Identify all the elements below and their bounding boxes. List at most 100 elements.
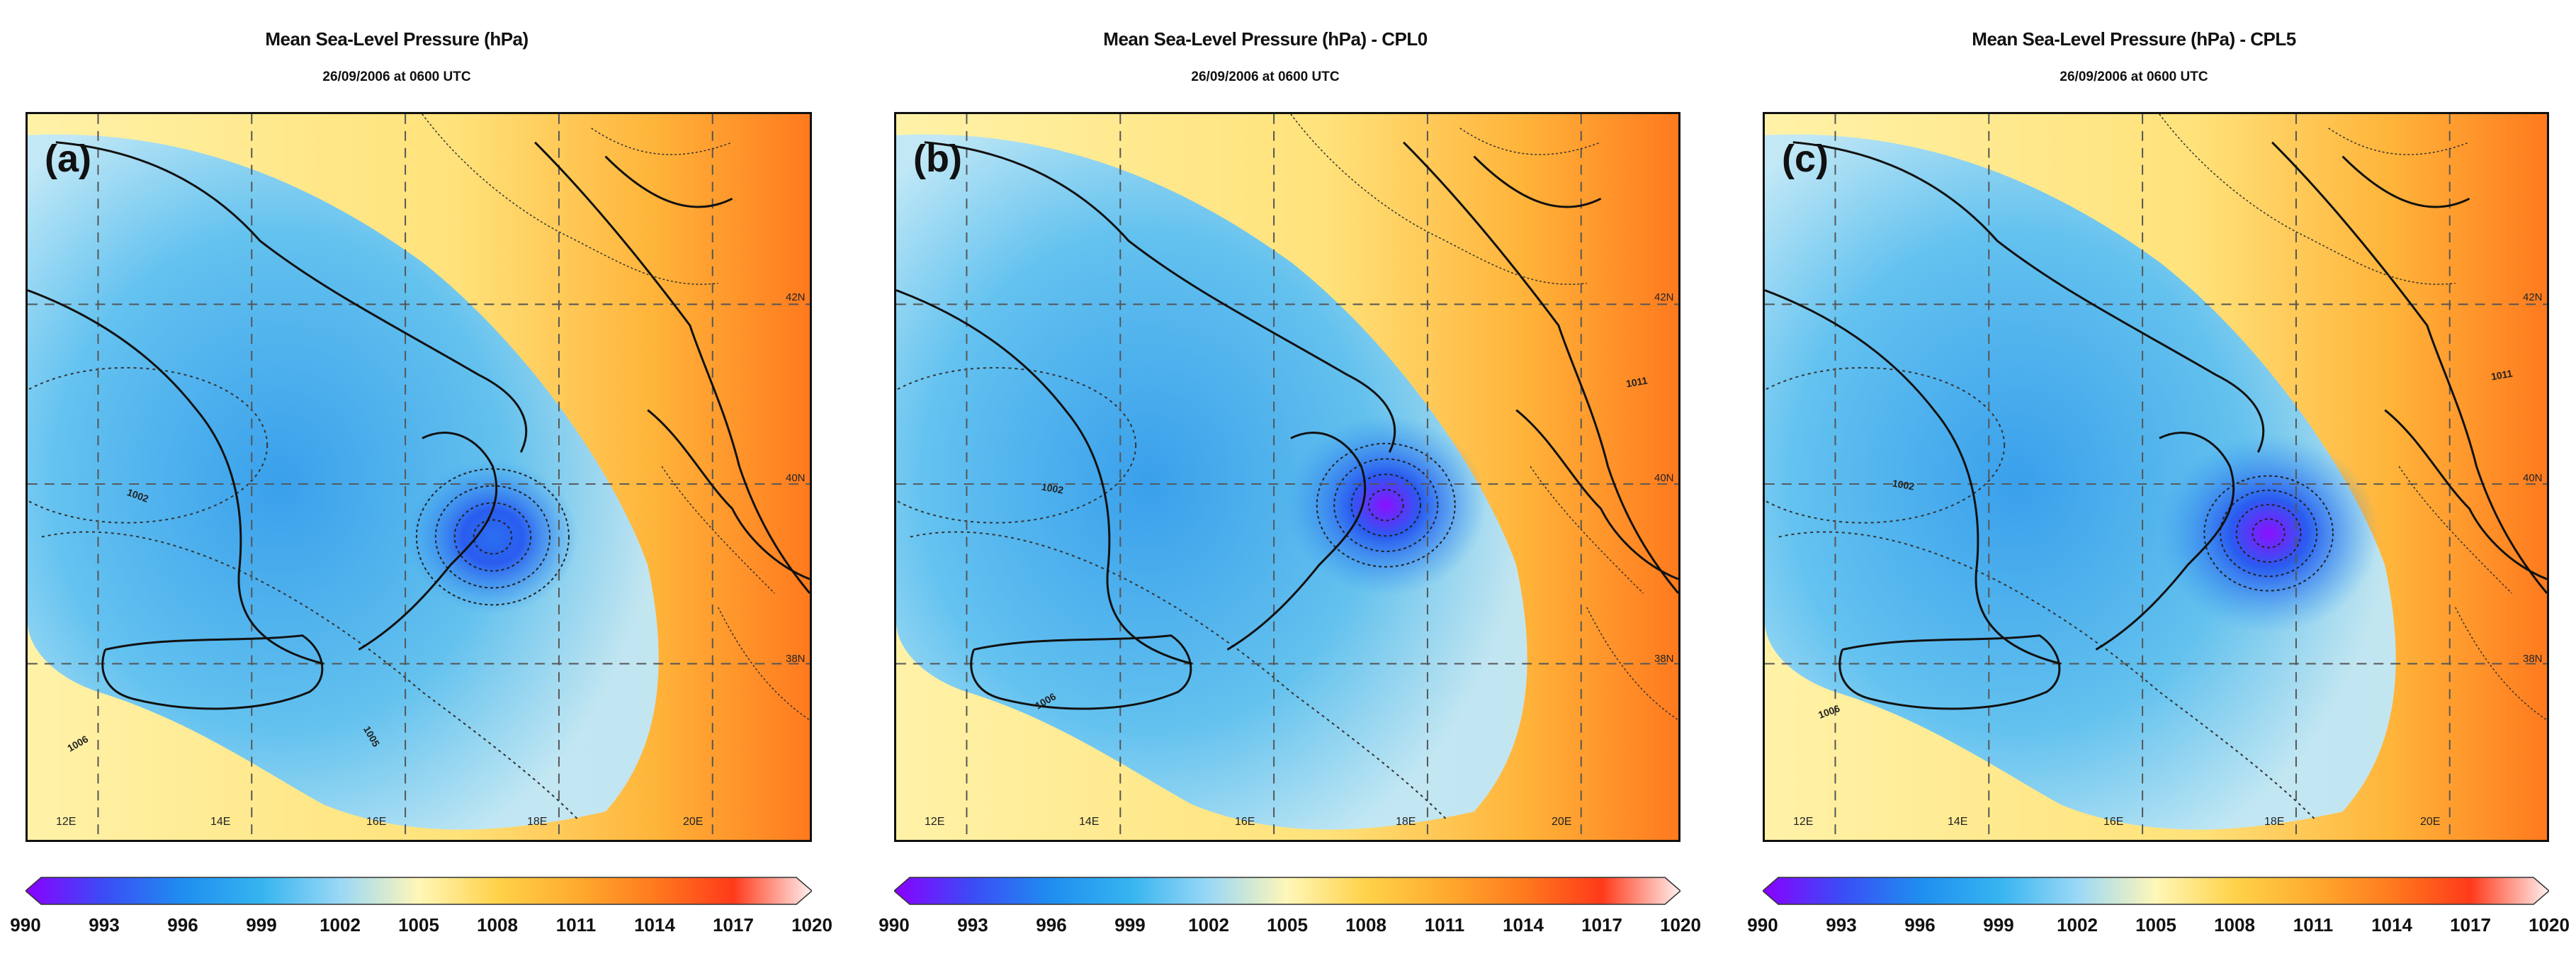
coastline xyxy=(534,141,810,594)
colorbar-tick-label: 1020 xyxy=(791,914,832,936)
lon-label: 18E xyxy=(1396,816,1416,828)
lon-label: 14E xyxy=(1079,816,1100,828)
coastline xyxy=(896,289,1193,665)
colorbar xyxy=(893,876,1682,906)
pressure-map: (b) 12E 14E 16E 18E 20E 42N 40N 38N 1002… xyxy=(894,112,1680,842)
coastline xyxy=(1838,634,2061,710)
coastline xyxy=(647,409,810,580)
colorbar xyxy=(24,876,813,906)
border-line xyxy=(422,114,718,285)
map-panel-c: Mean Sea-Level Pressure (hPa) - CPL5 26/… xyxy=(1737,0,2570,966)
lon-label: 16E xyxy=(2103,816,2124,828)
colorbar-gradient xyxy=(24,877,813,905)
colorbar-tick-label: 1002 xyxy=(320,914,361,936)
isobar xyxy=(1765,366,2006,524)
colorbar-ticks: 990 993 996 999 1002 1005 1008 1011 1014 1017 1020 xyxy=(1747,914,2570,943)
panel-letter: (c) xyxy=(1782,137,1829,180)
lat-label: 38N xyxy=(786,653,806,665)
isobar xyxy=(2252,518,2286,549)
pressure-field xyxy=(28,114,810,840)
lon-label: 12E xyxy=(56,816,77,828)
isobar xyxy=(2220,489,2318,578)
isobar xyxy=(2235,504,2302,563)
coastline xyxy=(55,141,528,453)
low-pressure-area xyxy=(1765,134,2396,830)
colorbar-tick-label: 990 xyxy=(879,914,910,936)
colorbar-tick-label: 1017 xyxy=(2450,914,2491,936)
colorbar-tick-label: 996 xyxy=(167,914,198,936)
coastline xyxy=(28,289,324,665)
colorbar-tick-label: 1011 xyxy=(1424,914,1465,936)
colorbar-tick-label: 1017 xyxy=(1581,914,1622,936)
isobar xyxy=(1316,442,1456,568)
lat-label: 40N xyxy=(2523,472,2543,484)
colorbar-tick-label: 1020 xyxy=(2529,914,2570,936)
colorbar-tick-label: 1017 xyxy=(713,914,754,936)
lat-label: 38N xyxy=(1654,653,1674,665)
panel-subtitle: 26/09/2006 at 0600 UTC xyxy=(2060,69,2208,84)
colorbar-tick-label: 1011 xyxy=(555,914,597,936)
colorbar-tick-label: 996 xyxy=(1904,914,1936,936)
colorbar-tick-label: 1002 xyxy=(1188,914,1229,936)
panel-title: Mean Sea-Level Pressure (hPa) - CPL0 xyxy=(1103,28,1428,50)
isobar xyxy=(2203,475,2334,592)
isobar xyxy=(896,366,1137,524)
border-line xyxy=(2159,114,2456,285)
border-line xyxy=(1290,114,1587,285)
isobar xyxy=(910,531,1447,819)
cyclone-core xyxy=(2158,434,2379,633)
lat-label: 38N xyxy=(2523,653,2543,665)
border-line xyxy=(2398,466,2512,594)
lon-label: 18E xyxy=(527,816,548,828)
lat-label: 42N xyxy=(786,291,806,303)
coastline xyxy=(2384,409,2547,580)
colorbar-gradient xyxy=(1761,877,2550,905)
lon-label: 20E xyxy=(2420,816,2441,828)
lat-label: 40N xyxy=(1654,472,1674,484)
colorbar-tick-label: 999 xyxy=(1983,914,2014,936)
isobar xyxy=(1778,531,2315,819)
panel-title: Mean Sea-Level Pressure (hPa) - CPL5 xyxy=(1972,28,2296,50)
colorbar-tick-label: 1014 xyxy=(634,914,675,936)
isobar xyxy=(473,519,513,555)
coastline xyxy=(1226,432,1367,651)
border-line xyxy=(591,128,733,155)
coastline xyxy=(1765,289,2062,665)
coastline xyxy=(2095,432,2235,651)
low-pressure-area xyxy=(896,134,1527,830)
map-panel-b: Mean Sea-Level Pressure (hPa) - CPL0 26/… xyxy=(869,0,1701,966)
lon-label: 20E xyxy=(1552,816,1572,828)
colorbar-tick-label: 1002 xyxy=(2057,914,2098,936)
panel-letter: (a) xyxy=(45,137,91,180)
colorbar-tick-label: 1014 xyxy=(1503,914,1544,936)
map-panel-a: Mean Sea-Level Pressure (hPa) 26/09/2006… xyxy=(0,0,832,966)
lon-label: 14E xyxy=(1948,816,1968,828)
lat-label: 42N xyxy=(1654,291,1674,303)
isobar xyxy=(1350,473,1421,537)
colorbar-tick-label: 1011 xyxy=(2293,914,2334,936)
pressure-map: (a) 12E 14E 16E 18E 20E 42N 40N 38N 1002… xyxy=(26,112,812,842)
border-line xyxy=(2455,607,2547,721)
colorbar-tick-label: 996 xyxy=(1036,914,1067,936)
lat-label: 42N xyxy=(2523,291,2543,303)
colorbar-tick-label: 993 xyxy=(89,914,120,936)
panel-subtitle: 26/09/2006 at 0600 UTC xyxy=(1191,69,1340,84)
cyclone-core xyxy=(1285,415,1486,596)
panel-letter: (b) xyxy=(913,137,962,180)
coastline xyxy=(924,141,1396,453)
border-line xyxy=(1586,607,1678,721)
coastline xyxy=(1792,141,2265,453)
border-line xyxy=(2328,128,2470,155)
colorbar-tick-label: 1020 xyxy=(1660,914,1701,936)
coastline xyxy=(2271,141,2547,594)
isobar xyxy=(41,531,578,819)
colorbar-ticks: 990 993 996 999 1002 1005 1008 1011 1014 1017 1020 xyxy=(10,914,832,943)
coastline xyxy=(604,155,733,208)
isobar xyxy=(1333,458,1439,553)
isobar xyxy=(1367,489,1404,522)
colorbar-tick-label: 1005 xyxy=(2135,914,2176,936)
colorbar-tick-label: 999 xyxy=(1114,914,1146,936)
coastline xyxy=(1473,155,1602,208)
lon-label: 18E xyxy=(2264,816,2285,828)
cyclone-core xyxy=(407,459,579,614)
